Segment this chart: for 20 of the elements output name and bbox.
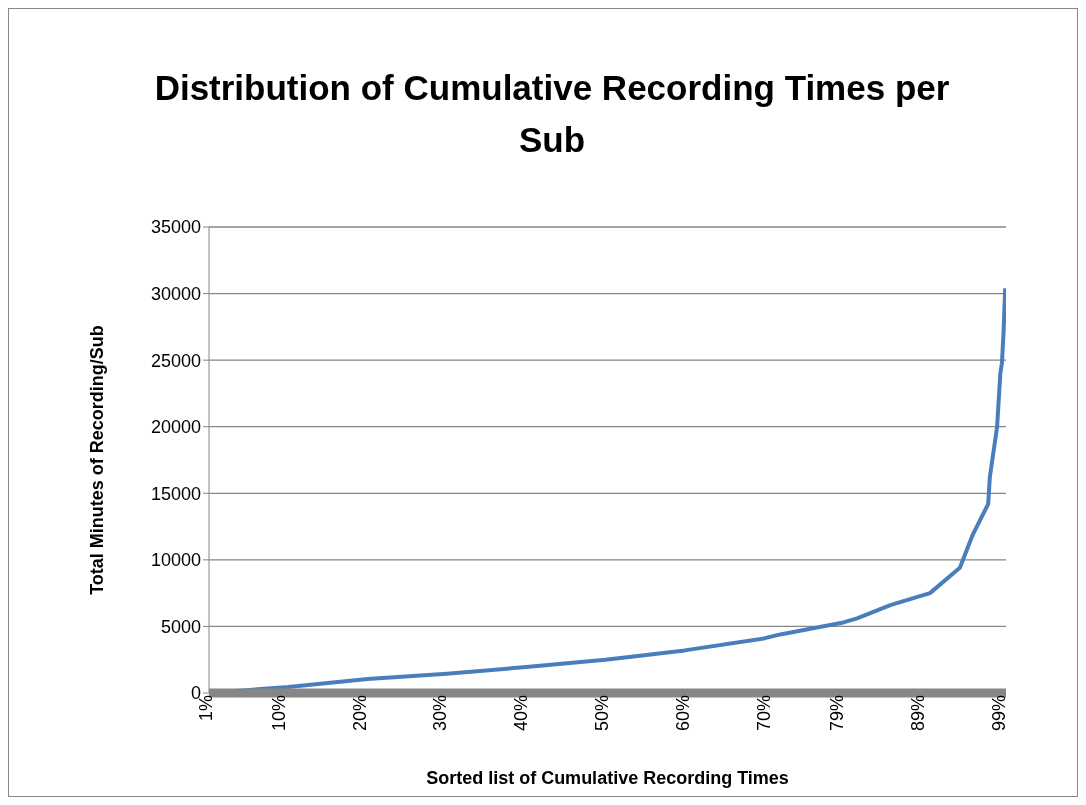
y-tick-label: 20000	[150, 417, 201, 438]
x-tick-label: 20%	[349, 695, 370, 732]
x-tick-label: 70%	[754, 695, 775, 732]
chart-title: Distribution of Cumulative Recording Times per Sub	[153, 67, 951, 161]
x-tick-label: 10%	[268, 695, 289, 732]
x-tick-label: 60%	[673, 695, 694, 732]
y-tick-label: 10000	[150, 550, 201, 571]
y-tick-label: 25000	[150, 350, 201, 371]
x-tick-label: 30%	[430, 695, 451, 732]
x-tick-label: 50%	[592, 695, 613, 732]
y-axis-title: Total Minutes of Recording/Sub	[87, 325, 108, 595]
y-tick-label: 30000	[150, 283, 201, 304]
x-axis-title: Sorted list of Cumulative Recording Times	[426, 768, 789, 788]
y-tick-label: 35000	[150, 217, 201, 238]
x-tick-label: 79%	[826, 695, 847, 732]
x-tick-label: 99%	[988, 695, 1009, 732]
y-tick-label: 15000	[150, 483, 201, 504]
x-tick-label: 89%	[907, 695, 928, 732]
y-tick-label: 5000	[160, 616, 201, 637]
x-tick-label: 40%	[511, 695, 532, 732]
